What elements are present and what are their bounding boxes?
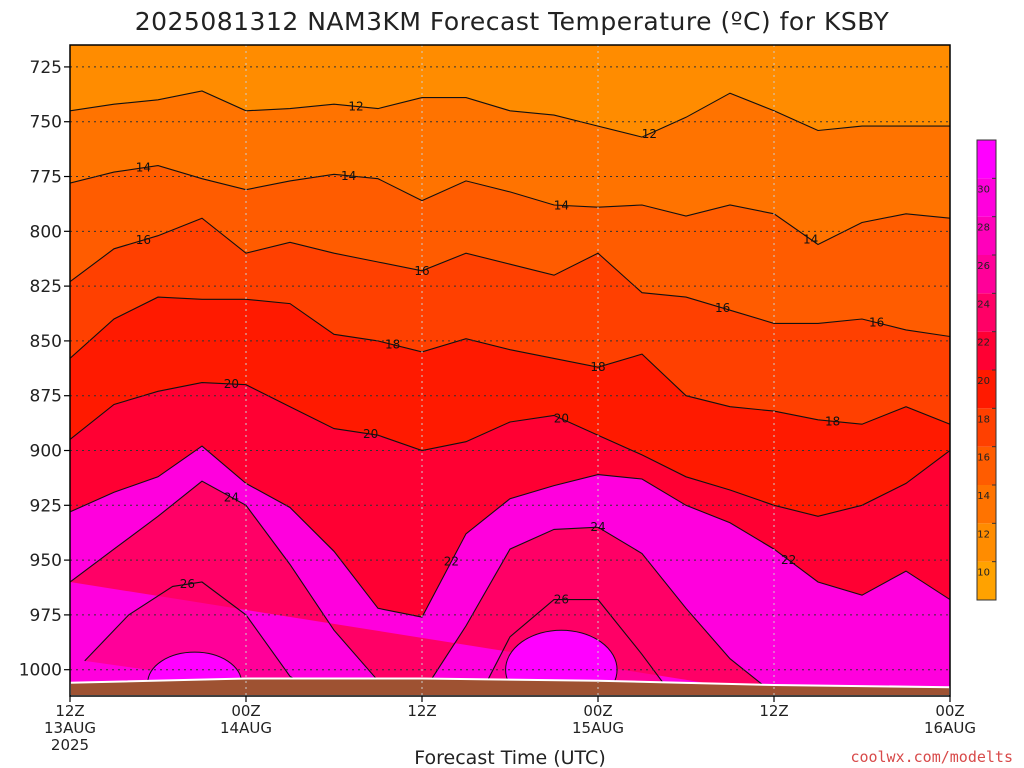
colorbar-swatch — [977, 216, 996, 255]
y-tick-label: 875 — [30, 387, 62, 407]
isotherm-label: 26 — [554, 593, 569, 607]
colorbar-label: 30 — [977, 184, 990, 195]
y-tick-label: 825 — [30, 277, 62, 297]
isotherm-label: 14 — [136, 161, 151, 175]
grid-lines — [70, 45, 950, 696]
isotherm-26-8 — [480, 599, 672, 695]
colorbar-label: 12 — [977, 529, 990, 540]
colorbar-swatch — [977, 255, 996, 294]
isotherm-label: 18 — [825, 414, 840, 428]
y-tick-label: 900 — [30, 442, 62, 462]
isotherm-label: 20 — [554, 412, 569, 426]
colorbar-label: 22 — [977, 338, 990, 349]
isotherm-label: 12 — [642, 127, 657, 141]
band-coldest — [70, 45, 950, 138]
colorbar-swatch — [977, 370, 996, 409]
colorbar-label: 28 — [977, 223, 990, 234]
y-tick-label: 725 — [30, 58, 62, 78]
isotherm-label: 16 — [715, 301, 730, 315]
x-tick-label: 00Z — [583, 702, 612, 720]
x-tick-label: 00Z — [231, 702, 260, 720]
isotherm-label: 14 — [803, 232, 818, 246]
colorbar-swatch — [977, 293, 996, 332]
y-tick-label: 775 — [30, 168, 62, 188]
isotherm-label: 14 — [341, 169, 356, 183]
isotherm-label: 12 — [348, 99, 363, 113]
isotherm-label: 24 — [224, 490, 239, 504]
isotherm-label: 22 — [444, 555, 459, 569]
isotherm-labels: 12 12 14 14 14 14 16 16 16 16 18 18 18 20 20 20 22 22 24 24… — [136, 99, 885, 606]
temperature-fill — [70, 45, 950, 696]
isotherm-label: 18 — [385, 338, 400, 352]
x-tick-label: 14AUG — [220, 719, 272, 737]
y-tick-label: 950 — [30, 551, 62, 571]
credit-text: coolwx.com/modelts — [850, 748, 1013, 766]
colorbar-swatch — [977, 523, 996, 562]
isotherm-label: 16 — [869, 316, 884, 330]
isotherm-16-2 — [70, 217, 950, 338]
x-tick-label: 12Z — [759, 702, 788, 720]
x-tick-label: 12Z — [55, 702, 84, 720]
isotherm-label: 16 — [136, 233, 151, 247]
isotherm-label: 26 — [180, 577, 195, 591]
isotherm-label: 20 — [224, 377, 239, 391]
terrain-surface — [70, 677, 950, 696]
y-tick-label: 925 — [30, 496, 62, 516]
x-tick-label: 13AUG — [44, 719, 96, 737]
band-below-26 — [84, 582, 320, 694]
colorbar-legend: 10 12 14 16 18 20 22 24 26 28 30 — [976, 139, 997, 601]
x-tick-label: 2025 — [51, 736, 89, 754]
y-tick-label: 800 — [30, 222, 62, 242]
y-tick-label: 750 — [30, 113, 62, 133]
isotherm-14-1 — [70, 165, 950, 246]
colorbar-label: 18 — [977, 414, 990, 425]
terrain-fill — [70, 677, 950, 696]
isotherm-label: 22 — [781, 553, 796, 567]
colorbar-swatch — [977, 561, 996, 600]
warm-core-1 — [505, 629, 618, 696]
colorbar-swatch — [977, 408, 996, 447]
colorbar-label: 26 — [977, 261, 990, 272]
isotherm-label: 18 — [590, 360, 605, 374]
isotherm-label: 24 — [590, 520, 605, 534]
isotherm-18-3 — [70, 296, 950, 425]
isotherm-26-7 — [84, 581, 320, 695]
y-tick-label: 850 — [30, 332, 62, 352]
x-axis-label: Forecast Time (UTC) — [414, 747, 605, 768]
colorbar-swatch — [977, 446, 996, 485]
colorbar-label: 10 — [977, 568, 990, 579]
colorbar-swatch — [977, 140, 996, 179]
isotherm-22-5 — [70, 445, 950, 618]
x-tick-label: 12Z — [407, 702, 436, 720]
colorbar-label: 24 — [977, 299, 990, 310]
colorbar-label: 14 — [977, 491, 990, 502]
colorbar-label: 16 — [977, 453, 990, 464]
plot-frame — [69, 44, 951, 697]
colorbar-swatch — [977, 331, 996, 370]
isotherm-label: 16 — [414, 264, 429, 278]
y-tick-label: 1000 — [19, 661, 62, 681]
x-tick-label: 00Z — [935, 702, 964, 720]
x-tick-label: 16AUG — [924, 719, 976, 737]
isotherm-20-4 — [70, 382, 950, 517]
pressure-axis: 725 750 775 800 825 850 875 900 925 950 975 1000 — [19, 58, 70, 681]
chart-title: 2025081312 NAM3KM Forecast Temperature (… — [135, 7, 890, 36]
isotherm-lines — [70, 90, 950, 695]
colorbar-label: 20 — [977, 376, 990, 387]
isotherm-label: 14 — [554, 198, 569, 212]
colorbar-swatch — [977, 485, 996, 524]
y-tick-label: 975 — [30, 606, 62, 626]
isotherm-label: 20 — [363, 427, 378, 441]
isotherm-12-0 — [70, 90, 950, 138]
x-tick-label: 15AUG — [572, 719, 624, 737]
colorbar-swatch — [977, 178, 996, 217]
